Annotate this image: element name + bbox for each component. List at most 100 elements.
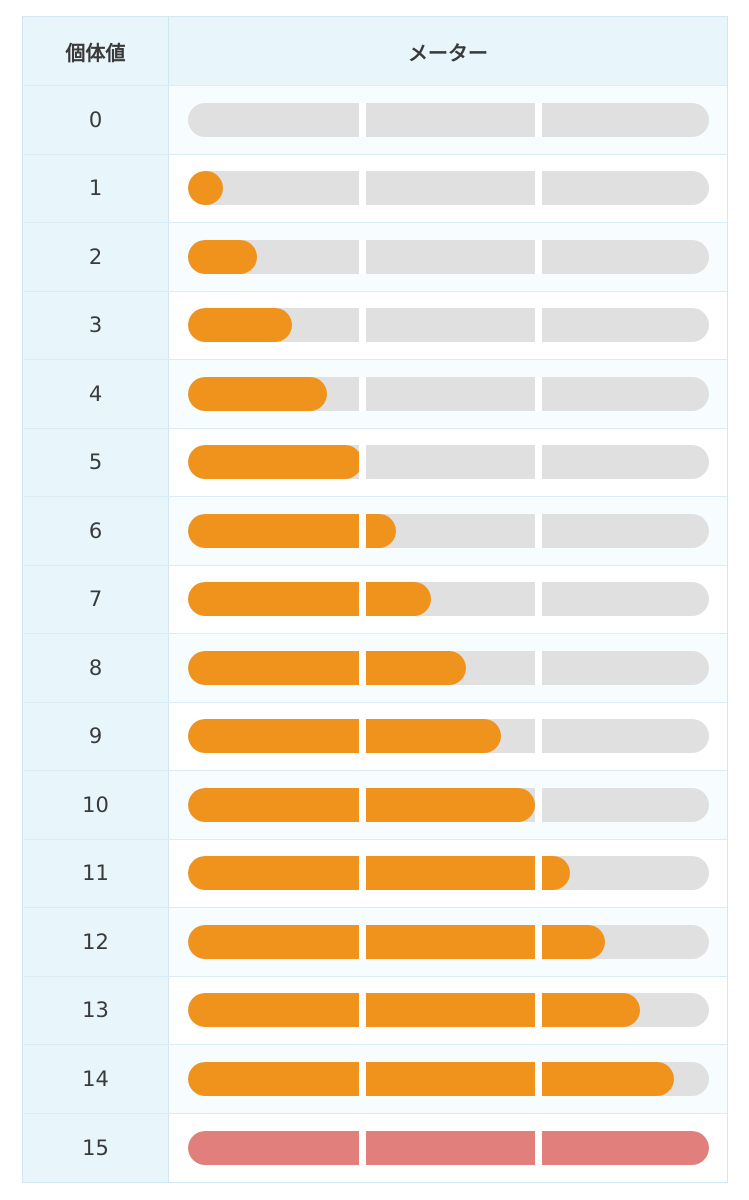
meter-fill xyxy=(188,376,327,411)
meter-divider xyxy=(359,993,366,1028)
iv-value: 3 xyxy=(23,291,169,359)
table-row: 13 xyxy=(23,976,727,1045)
meter-divider xyxy=(359,1130,366,1165)
table-header-row: 個体値 メーター xyxy=(23,17,727,86)
table-row: 0 xyxy=(23,86,727,155)
iv-value: 14 xyxy=(23,1045,169,1113)
iv-meter-bar xyxy=(188,308,709,343)
meter-fill xyxy=(188,650,466,685)
meter-divider xyxy=(359,513,366,548)
meter-column-header: メーター xyxy=(408,40,488,65)
iv-meter-table: 個体値 メーター 0 1 2 3 4 5 6 7 8 9 10 11 12 13 14 15 xyxy=(22,16,728,1183)
table-row: 7 xyxy=(23,565,727,634)
iv-meter-bar xyxy=(188,856,709,891)
meter-cell xyxy=(169,976,727,1044)
meter-divider xyxy=(359,856,366,891)
meter-divider xyxy=(535,582,542,617)
iv-meter-bar xyxy=(188,582,709,617)
meter-divider xyxy=(359,171,366,206)
meter-fill xyxy=(188,924,605,959)
meter-fill xyxy=(188,1061,674,1096)
meter-cell xyxy=(169,291,727,359)
meter-divider xyxy=(359,582,366,617)
iv-meter-bar xyxy=(188,445,709,480)
meter-fill xyxy=(188,856,570,891)
meter-cell xyxy=(169,771,727,839)
iv-value: 6 xyxy=(23,497,169,565)
meter-divider xyxy=(535,513,542,548)
meter-divider xyxy=(535,308,542,343)
iv-value: 0 xyxy=(23,86,169,154)
iv-value: 9 xyxy=(23,702,169,770)
meter-fill xyxy=(188,239,257,274)
meter-cell xyxy=(169,497,727,565)
iv-column-header: 個体値 xyxy=(23,17,169,85)
meter-cell xyxy=(169,839,727,907)
table-row: 8 xyxy=(23,634,727,703)
meter-divider xyxy=(359,239,366,274)
iv-value: 10 xyxy=(23,771,169,839)
meter-fill xyxy=(188,1130,709,1165)
iv-value: 15 xyxy=(23,1113,169,1182)
iv-meter-bar xyxy=(188,102,709,137)
meter-cell xyxy=(169,908,727,976)
meter-divider xyxy=(535,102,542,137)
meter-cell xyxy=(169,360,727,428)
meter-divider xyxy=(359,376,366,411)
meter-divider xyxy=(535,239,542,274)
meter-divider xyxy=(535,171,542,206)
table-row: 2 xyxy=(23,223,727,292)
table-row: 6 xyxy=(23,497,727,566)
meter-divider xyxy=(535,1130,542,1165)
meter-cell xyxy=(169,634,727,702)
meter-cell xyxy=(169,702,727,770)
meter-divider xyxy=(535,787,542,822)
meter-cell xyxy=(169,1113,727,1182)
meter-divider xyxy=(359,787,366,822)
iv-value: 12 xyxy=(23,908,169,976)
iv-meter-bar xyxy=(188,239,709,274)
iv-value: 1 xyxy=(23,154,169,222)
iv-meter-bar xyxy=(188,376,709,411)
table-row: 4 xyxy=(23,360,727,429)
meter-fill xyxy=(188,308,292,343)
meter-divider xyxy=(535,376,542,411)
meter-divider xyxy=(359,445,366,480)
meter-divider xyxy=(359,924,366,959)
iv-meter-bar xyxy=(188,719,709,754)
meter-divider xyxy=(359,719,366,754)
meter-cell xyxy=(169,154,727,222)
meter-divider xyxy=(535,719,542,754)
meter-cell xyxy=(169,223,727,291)
meter-fill xyxy=(188,171,223,206)
iv-value: 4 xyxy=(23,360,169,428)
meter-divider xyxy=(359,308,366,343)
iv-value: 7 xyxy=(23,565,169,633)
iv-meter-bar xyxy=(188,787,709,822)
iv-value: 2 xyxy=(23,223,169,291)
iv-value: 8 xyxy=(23,634,169,702)
meter-fill xyxy=(188,445,362,480)
iv-value: 13 xyxy=(23,976,169,1044)
meter-divider xyxy=(535,856,542,891)
meter-cell xyxy=(169,1045,727,1113)
meter-fill xyxy=(188,993,640,1028)
meter-divider xyxy=(359,1061,366,1096)
table-row: 5 xyxy=(23,428,727,497)
table-row: 10 xyxy=(23,771,727,840)
table-row: 12 xyxy=(23,908,727,977)
iv-value: 5 xyxy=(23,428,169,496)
iv-meter-bar xyxy=(188,650,709,685)
meter-cell xyxy=(169,86,727,154)
table-row: 11 xyxy=(23,839,727,908)
meter-fill xyxy=(188,719,501,754)
iv-meter-bar xyxy=(188,1130,709,1165)
iv-value: 11 xyxy=(23,839,169,907)
table-row: 15 xyxy=(23,1113,727,1182)
meter-fill xyxy=(188,582,431,617)
meter-cell xyxy=(169,428,727,496)
iv-meter-bar xyxy=(188,1061,709,1096)
meter-divider xyxy=(535,1061,542,1096)
meter-cell xyxy=(169,565,727,633)
meter-divider xyxy=(535,650,542,685)
